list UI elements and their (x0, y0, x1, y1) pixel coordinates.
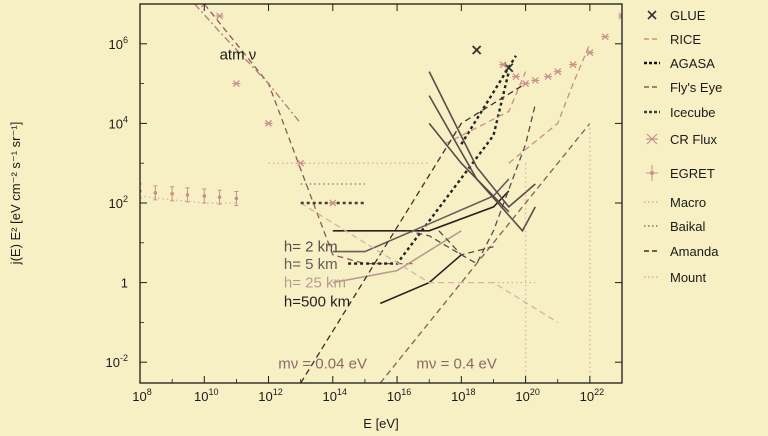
x-tick-label: 1022 (580, 387, 604, 404)
series-line-13 (438, 230, 494, 256)
series-line-9 (428, 71, 536, 209)
cr-flux-marker (499, 61, 508, 69)
series-line-10 (428, 95, 537, 233)
series-line-16 (508, 43, 591, 164)
legend-label: AGASA (670, 56, 715, 71)
cr-flux-marker (601, 33, 610, 41)
legend-item: EGRET (646, 165, 715, 181)
egret-marker (185, 187, 190, 203)
legend-marker (647, 10, 657, 20)
x-axis-title: E [eV] (363, 416, 398, 431)
legend-item: RICE (644, 32, 701, 47)
legend-item: Macro (644, 195, 706, 210)
annotation-layer: atm ν h= 2 kmh= 5 km h= 25 km h=500 km mν = … (220, 47, 497, 373)
legend-item: AGASA (644, 56, 715, 71)
legend-label: Amanda (670, 244, 719, 259)
legend-item: CR Flux (646, 132, 717, 147)
cr-flux-marker (521, 80, 530, 88)
annotation-5: mν = 0.04 eV (278, 355, 367, 372)
series-line-17 (300, 202, 559, 323)
x-tick-label: 1018 (451, 387, 475, 404)
cr-flux-marker (569, 61, 578, 69)
series-line-1 (194, 4, 302, 124)
cr-flux-marker (232, 80, 241, 88)
legend-label: RICE (670, 32, 701, 47)
cr-flux-marker (511, 73, 520, 81)
annotation-4: h=500 km (284, 294, 350, 311)
series-line-5 (332, 190, 510, 232)
egret-marker (153, 185, 158, 201)
annotation-2: h= 5 km (284, 256, 338, 273)
x-tick-label: 1012 (258, 387, 282, 404)
series-line-12 (406, 104, 536, 265)
series-line-4 (444, 71, 527, 145)
legend-item: Baikal (644, 219, 706, 234)
x-tick-label: 1010 (194, 387, 218, 404)
series-line-15 (379, 122, 591, 383)
egret-marker (234, 190, 239, 206)
egret-marker (202, 188, 207, 204)
marker-layer (140, 4, 622, 207)
legend-label: Baikal (670, 219, 706, 234)
y-tick-label: 1 (121, 276, 128, 291)
glue-marker (472, 45, 482, 55)
y-tick-label: 106 (109, 35, 128, 52)
legend-item: Mount (644, 270, 707, 285)
legend-label: Macro (670, 195, 706, 210)
plot-frame (139, 3, 623, 384)
legend-label: GLUE (670, 8, 706, 23)
series-line-11 (428, 122, 510, 213)
cr-flux-marker (531, 76, 540, 84)
legend-item: Icecube (644, 105, 716, 120)
y-axis-title: j(E) E² [eV cm⁻² s⁻¹ sr⁻¹] (8, 122, 23, 266)
axis-layer: 108 1010 1012 1014 1016 1018 1020 1022 106 104 102… (106, 4, 622, 404)
series-line-2 (348, 71, 510, 265)
cr-flux-marker (553, 68, 562, 76)
legend-label: Mount (670, 270, 707, 285)
series-line-14 (300, 83, 526, 383)
cr-flux-marker (618, 12, 622, 20)
y-tick-label: 10-2 (106, 353, 128, 370)
legend-label: Fly's Eye (670, 80, 722, 95)
egret-marker (217, 189, 222, 205)
x-tick-label: 1016 (387, 387, 411, 404)
series-line-6 (332, 178, 510, 253)
y-tick-label: 104 (109, 114, 128, 131)
cr-flux-marker (296, 159, 305, 167)
legend-item: GLUE (647, 8, 706, 23)
cr-flux-marker (328, 199, 337, 207)
legend-item: Amanda (644, 244, 719, 259)
x-tick-label: 108 (132, 387, 151, 404)
cr-flux-marker (264, 119, 273, 127)
series-line-7 (332, 230, 462, 284)
legend-label: EGRET (670, 166, 715, 181)
y-tick-label: 102 (109, 194, 128, 211)
legend-label: CR Flux (670, 132, 717, 147)
legend-label: Icecube (670, 105, 716, 120)
legend-item: Fly's Eye (644, 80, 722, 95)
egret-marker (170, 186, 175, 202)
x-tick-label: 1014 (323, 387, 347, 404)
legend-marker (650, 171, 654, 175)
cr-flux-marker (585, 49, 594, 57)
annotation-6: mν = 0.4 eV (416, 355, 496, 372)
cr-flux-marker (544, 73, 553, 81)
annotation-3: h= 25 km (284, 275, 346, 292)
x-tick-label: 1020 (515, 387, 539, 404)
cr-flux-marker (215, 12, 224, 20)
cr-flux-marker (200, 4, 209, 8)
annotation-1: h= 2 km (284, 239, 338, 256)
legend: GLUE RICE AGASA Fly's Eye Icecube CR Flux EGRE… (644, 8, 722, 285)
annotation-0: atm ν (220, 47, 257, 64)
